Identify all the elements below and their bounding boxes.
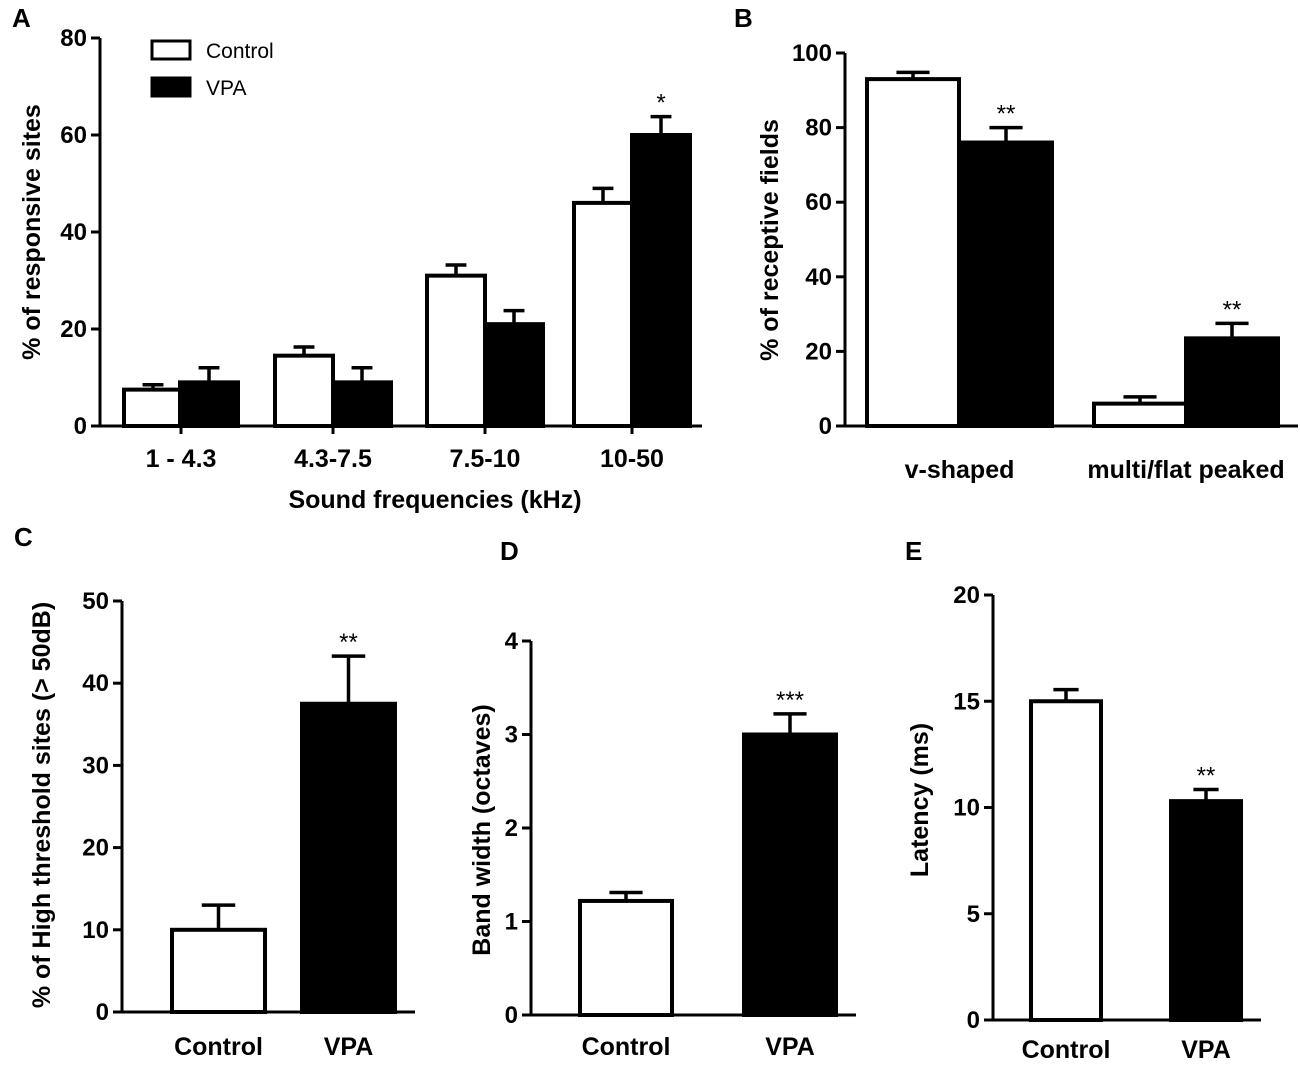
- y-tick-label: 80: [60, 25, 87, 52]
- y-tick-label: 20: [805, 338, 832, 365]
- legend-label-vpa: VPA: [206, 77, 246, 100]
- x-category-label: 10-50: [600, 445, 664, 473]
- bar-control-1: [1092, 401, 1188, 428]
- significance-marker: *: [656, 90, 665, 117]
- y-tick-label: 0: [819, 413, 832, 440]
- bar-mean-1: [1169, 799, 1243, 1022]
- y-axis-label: Band width (octaves): [468, 704, 496, 955]
- bar-mean-0: [578, 898, 674, 1017]
- y-tick-label: 2: [505, 815, 518, 842]
- panel-b: B 0 20 40 60 80 100 % of receptive fields ** v-sh…: [734, 3, 1298, 484]
- y-tick-label: 60: [805, 189, 832, 216]
- x-category-label: multi/flat peaked: [1087, 456, 1284, 484]
- bar-vpa-2: [483, 322, 545, 428]
- x-category-label: Control: [582, 1033, 671, 1061]
- bar-control-3: [572, 200, 634, 428]
- significance-marker: **: [1197, 762, 1216, 789]
- y-axis-label: % of responsive sites: [18, 104, 46, 360]
- significance-marker: ***: [776, 687, 804, 714]
- significance-marker: **: [339, 629, 358, 656]
- x-category-label: 7.5-10: [450, 445, 521, 473]
- y-tick-label: 5: [967, 901, 980, 928]
- y-tick-label: 30: [82, 752, 109, 779]
- x-category-label: 1 - 4.3: [146, 445, 217, 473]
- legend-swatch-control: [150, 39, 192, 61]
- x-category-label: VPA: [765, 1033, 815, 1061]
- bar-control-2: [425, 273, 487, 428]
- significance-marker: **: [1223, 296, 1242, 323]
- y-tick-label: 0: [74, 413, 87, 440]
- bar-mean-0: [1029, 699, 1103, 1022]
- y-tick-label: 4: [505, 628, 519, 655]
- x-axis-label: Sound frequencies (kHz): [288, 486, 581, 514]
- bar-vpa-1: [331, 380, 393, 429]
- y-tick-label: 20: [82, 835, 109, 862]
- y-tick-label: 10: [82, 917, 109, 944]
- legend-label-control: Control: [206, 40, 274, 63]
- y-tick-label: 0: [96, 999, 109, 1026]
- bar-mean-0: [170, 927, 267, 1014]
- y-axis-label: % of High threshold sites (> 50dB): [28, 602, 56, 1008]
- y-tick-label: 20: [953, 582, 980, 609]
- legend: Control VPA: [150, 39, 274, 100]
- x-category-label: Control: [1022, 1036, 1111, 1064]
- x-category-label: VPA: [1181, 1036, 1231, 1064]
- y-tick-label: 40: [82, 670, 109, 697]
- panel-d: D 0 1 2 3 4 Band width (octaves) Control *** VPA: [468, 536, 856, 1061]
- bar-mean-1: [300, 701, 397, 1014]
- y-tick-label: 1: [505, 909, 518, 936]
- bar-vpa-3: [630, 133, 692, 428]
- y-tick-label: 50: [82, 588, 109, 615]
- y-tick-label: 20: [60, 316, 87, 343]
- bar-mean-1: [742, 732, 838, 1017]
- y-tick-label: 0: [967, 1007, 980, 1034]
- y-tick-label: 40: [60, 219, 87, 246]
- bar-control-1: [273, 353, 335, 428]
- bar-vpa-0: [958, 140, 1054, 429]
- y-tick-label: 15: [953, 688, 980, 715]
- y-tick-label: 0: [505, 1002, 518, 1029]
- y-axis-label: Latency (ms): [906, 723, 934, 877]
- panel-letter: D: [500, 536, 519, 566]
- panel-e: E 0 5 10 15 20 Latency (ms) Control ** VPA: [905, 536, 1261, 1064]
- y-tick-label: 80: [805, 115, 832, 142]
- panel-letter: A: [12, 3, 31, 33]
- panel-a: A 0 20 40 60 80 % of responsive sites Sound fre…: [12, 3, 702, 514]
- legend-swatch-vpa: [150, 76, 192, 98]
- panel-c: C 0 10 20 30 40 50 % of High threshold sites (>…: [14, 522, 415, 1061]
- panel-letter: E: [905, 536, 922, 566]
- bar-control-0: [865, 77, 961, 429]
- x-category-label: VPA: [324, 1033, 374, 1061]
- y-tick-label: 40: [805, 264, 832, 291]
- y-tick-label: 60: [60, 122, 87, 149]
- x-category-label: Control: [174, 1033, 263, 1061]
- y-tick-label: 10: [953, 795, 980, 822]
- panel-letter: B: [734, 3, 753, 33]
- y-tick-label: 3: [505, 722, 518, 749]
- bar-vpa-0: [178, 380, 240, 429]
- y-axis-label: % of receptive fields: [756, 119, 784, 361]
- bar-control-0: [122, 387, 184, 428]
- panel-letter: C: [14, 522, 33, 552]
- y-tick-label: 100: [792, 40, 832, 67]
- significance-marker: **: [997, 101, 1016, 128]
- x-category-label: 4.3-7.5: [294, 445, 372, 473]
- x-category-label: v-shaped: [905, 456, 1015, 484]
- bar-vpa-1: [1184, 336, 1280, 428]
